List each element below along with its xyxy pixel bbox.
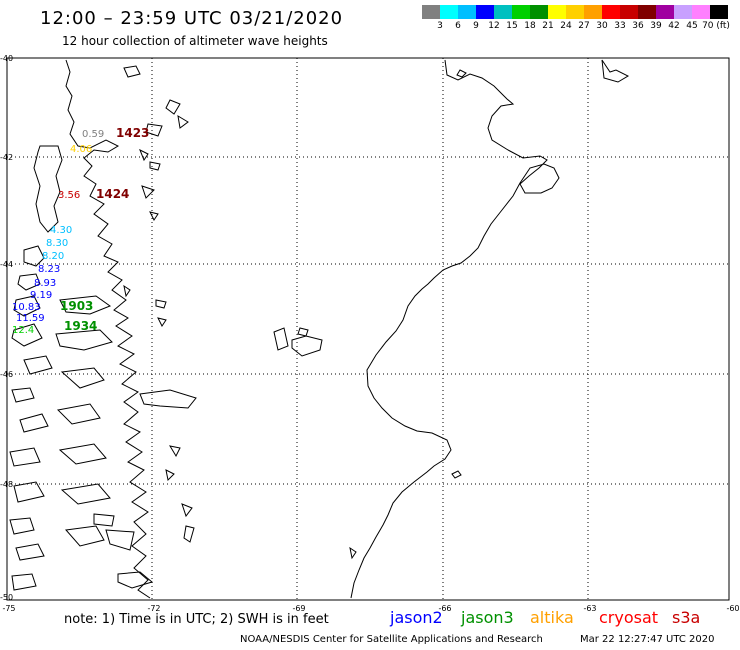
page-subtitle: 12 hour collection of altimeter wave hei… [62, 34, 328, 48]
colorbar-label: 45 [686, 21, 698, 31]
colorbar-label: 15 [506, 21, 518, 31]
observation-labels: 0.59 1423 4.06 3.56 1424 4.30 8.30 8.20 … [12, 126, 149, 336]
chiloe-island [33, 145, 63, 233]
colorbar-swatch [692, 5, 710, 19]
satellite-jason3: jason3 [461, 608, 514, 627]
observation-value: 9.19 [30, 290, 52, 301]
falklands-north-tip [601, 59, 630, 83]
colorbar-label: 39 [650, 21, 662, 31]
colorbar-label: 36 [632, 21, 644, 31]
lon-label: -72 [147, 604, 160, 613]
map-frame [6, 57, 730, 601]
colorbar-swatch [584, 5, 602, 19]
satellite-cryosat: cryosat [599, 608, 659, 627]
colorbar-label: 12 [488, 21, 500, 31]
colorbar-swatch [494, 5, 512, 19]
lakes-north [123, 65, 189, 327]
lat-label: -44 [0, 260, 13, 269]
lat-label: -48 [0, 480, 13, 489]
colorbar-swatch [602, 5, 620, 19]
colorbar-label: 30 [596, 21, 608, 31]
colorbar-labels: 3 6 9 12 15 18 21 24 27 30 33 36 39 42 45 70 (ft) [422, 21, 730, 33]
observation-value: 8.30 [46, 238, 68, 249]
satellite-altika: altika [530, 608, 574, 627]
colorbar-swatch [548, 5, 566, 19]
colorbar-label: 6 [455, 21, 461, 31]
colorbar-label: 70 (ft) [702, 21, 730, 31]
lat-label: -50 [0, 593, 13, 602]
observation-value: 1424 [96, 187, 129, 201]
chile-mainland-coastline [65, 59, 151, 599]
valdes-lakes [273, 327, 323, 357]
observation-value: 4.30 [50, 225, 72, 236]
colorbar-swatch [656, 5, 674, 19]
lat-label: -40 [0, 54, 13, 63]
inland-fjords [55, 295, 113, 547]
colorbar-label: 3 [437, 21, 443, 31]
observation-value: 1423 [116, 126, 149, 140]
lat-label: -46 [0, 370, 13, 379]
lake-general-carrera [139, 389, 197, 409]
footer-note: note: 1) Time is in UTC; 2) SWH is in fe… [64, 612, 329, 627]
observation-value: 3.56 [58, 190, 80, 201]
coastline-islet [451, 69, 467, 479]
observation-value: 12.4 [12, 325, 34, 336]
lat-label: -42 [0, 153, 13, 162]
colorbar-swatch [422, 5, 440, 19]
page-title: 12:00 – 23:59 UTC 03/21/2020 [40, 8, 344, 29]
latitude-labels: -40 -42 -44 -46 -48 -50 [0, 54, 13, 602]
observation-value: 11.59 [16, 313, 45, 324]
colorbar-swatch [530, 5, 548, 19]
colorbar-swatch [458, 5, 476, 19]
graticule [7, 58, 729, 600]
colorbar-swatch [476, 5, 494, 19]
colorbar-label: 42 [668, 21, 680, 31]
observation-value: 8.20 [42, 251, 64, 262]
observation-value: 0.59 [82, 129, 104, 140]
colorbar-swatch [638, 5, 656, 19]
colorbar-swatch [512, 5, 530, 19]
observation-value: 4.06 [70, 144, 92, 155]
colorbar-swatch [620, 5, 638, 19]
observation-value: 8.93 [34, 278, 56, 289]
argentina-east-coastline [350, 59, 560, 599]
lakes-south [93, 445, 357, 589]
colorbar-label: 9 [473, 21, 479, 31]
lon-label: -69 [292, 604, 305, 613]
colorbar-label: 18 [524, 21, 536, 31]
colorbar-swatch [674, 5, 692, 19]
lon-label: -60 [726, 604, 739, 613]
lon-label: -63 [583, 604, 596, 613]
generated-timestamp: Mar 22 12:27:47 UTC 2020 [580, 634, 715, 645]
observation-value: 1903 [60, 299, 93, 313]
longitude-labels: -75 -72 -69 -66 -63 -60 [2, 604, 739, 613]
observation-value: 10.83 [12, 302, 41, 313]
credit-text: NOAA/NESDIS Center for Satellite Applica… [240, 634, 543, 645]
colorbar-label: 21 [542, 21, 554, 31]
observation-value: 1934 [64, 319, 97, 333]
chonos-archipelago [9, 245, 53, 591]
satellite-s3a: s3a [672, 608, 701, 627]
observation-value: 8.23 [38, 264, 60, 275]
lon-label: -66 [438, 604, 451, 613]
lon-label: -75 [2, 604, 15, 613]
wave-height-colorbar [422, 5, 728, 19]
colorbar-label: 33 [614, 21, 626, 31]
colorbar-label: 27 [578, 21, 590, 31]
satellite-jason2: jason2 [390, 608, 443, 627]
colorbar-swatch [440, 5, 458, 19]
colorbar-swatch [566, 5, 584, 19]
colorbar-swatch [710, 5, 728, 19]
colorbar-label: 24 [560, 21, 572, 31]
